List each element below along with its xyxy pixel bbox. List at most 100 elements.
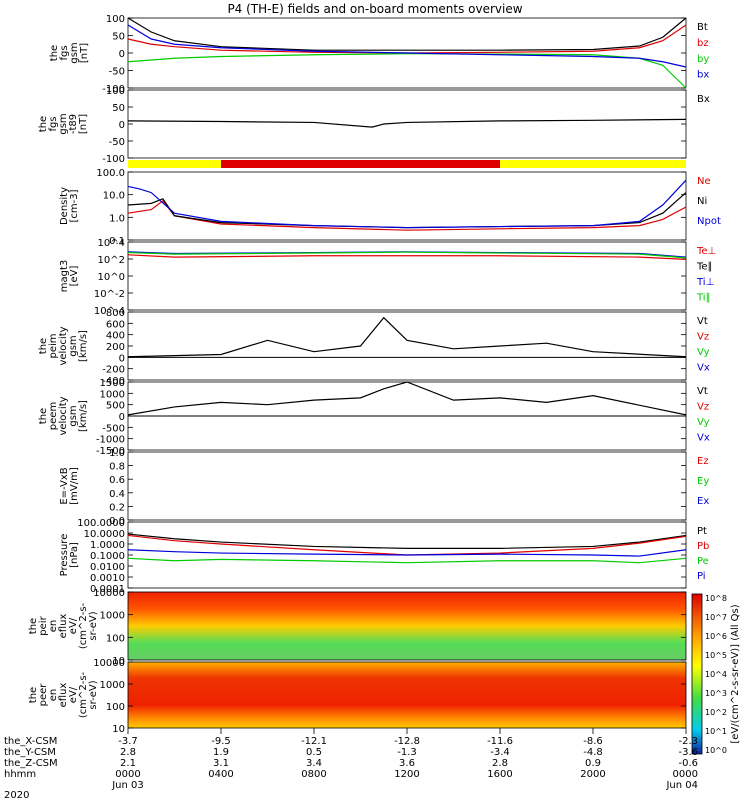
- y-tick-label: -100: [102, 84, 125, 95]
- colorbar-tick-label: 10^2: [705, 708, 727, 717]
- y-axis-label-line: sr-eV): [88, 611, 99, 640]
- legend-entry: Vy: [697, 417, 710, 428]
- y-axis-label-line: magt3: [59, 260, 70, 293]
- y-tick-label: 0.4: [109, 489, 125, 500]
- y-axis-label: Pressure [nPa]: [59, 534, 80, 577]
- panel-frame: [127, 171, 687, 241]
- series-line-Bt: [127, 17, 687, 51]
- colorbar-tick-label: 10^5: [705, 651, 727, 660]
- series-line-Npot: [127, 179, 687, 229]
- series-line-Te: [127, 254, 687, 260]
- y-tick-label: -1500: [96, 446, 125, 457]
- y-axis-label-line: en: [48, 620, 59, 633]
- colorbar-label: [eV/(cm^2-s-sr-eV)] (All Qs): [730, 604, 741, 743]
- footer-value: Jun 03: [111, 780, 144, 791]
- y-tick-label: 100: [106, 86, 125, 97]
- y-axis-label-line: eflux: [58, 614, 69, 639]
- y-tick-label: 10: [112, 724, 125, 735]
- colorbar-tick-label: 10^6: [705, 632, 727, 641]
- footer-value: -3.7: [118, 736, 138, 747]
- legend-entry: Vt: [697, 386, 708, 397]
- y-tick-label: 100: [106, 702, 125, 713]
- y-tick-label: 0.1000: [90, 551, 125, 562]
- y-axis-label: Density [cm-3]: [59, 187, 80, 225]
- panel-frame: [127, 89, 687, 159]
- y-tick-label: 10: [112, 656, 125, 667]
- y-axis-label-line: [nPa]: [69, 542, 80, 568]
- y-axis-label-line: the: [38, 338, 49, 354]
- panel-peer-eflux: 10000 1000 100 10 the peer en eflux eV/(cm^2-s-s…: [28, 658, 687, 735]
- y-tick-label: 10000: [93, 658, 125, 669]
- y-axis-label-line: peem: [48, 402, 59, 430]
- footer-value: Jun 04: [665, 780, 698, 791]
- y-axis-label-line: peer: [38, 683, 49, 707]
- y-tick-label: 0.6: [109, 475, 125, 486]
- legend-entry: Pe: [697, 556, 709, 567]
- y-tick-label: 600: [106, 319, 125, 330]
- footer-row-label: the_Y-CSM: [4, 747, 56, 758]
- footer-value: -8.6: [583, 736, 603, 747]
- y-axis-label-line: gsm: [68, 335, 79, 356]
- footer-value: 2000: [580, 769, 605, 780]
- y-axis-label: the peer en eflux eV/(cm^2-s-sr-eV): [28, 671, 99, 718]
- series-line-Pi: [127, 549, 687, 557]
- legend-entry: Te⊥: [696, 246, 716, 257]
- y-axis-label-line: velocity: [58, 396, 69, 435]
- y-tick-label: 800: [106, 308, 125, 319]
- y-axis-label-line: the: [28, 687, 39, 703]
- legend-entry: Vx: [697, 362, 710, 373]
- footer-value: 1200: [394, 769, 419, 780]
- y-tick-label: -500: [102, 423, 125, 434]
- y-tick-label: 500: [106, 401, 125, 412]
- y-tick-label: -50: [109, 137, 125, 148]
- panel-mode-bar: [128, 160, 686, 168]
- y-axis-label-line: peir: [38, 615, 49, 635]
- y-tick-label: 0: [119, 120, 125, 131]
- y-axis-label-line: sr-eV): [88, 680, 99, 709]
- footer-value: 0.9: [585, 758, 601, 769]
- panel-frame: [127, 591, 687, 661]
- y-axis-label: the peim velocity gsm [km/s]: [38, 326, 89, 365]
- y-axis-label-line: [eV]: [69, 266, 80, 287]
- footer-value: 3.6: [399, 758, 415, 769]
- y-axis-label-line: fgs: [59, 45, 70, 60]
- y-tick-label: 1.0: [109, 448, 125, 459]
- footer-value: 0800: [301, 769, 326, 780]
- legend-entry: Ex: [697, 496, 709, 507]
- y-tick-label: 200: [106, 342, 125, 353]
- mode-segment: [500, 160, 686, 168]
- y-tick-label: -200: [102, 365, 125, 376]
- y-tick-label: 400: [106, 331, 125, 342]
- footer-value: -11.6: [487, 736, 513, 747]
- y-axis-label-line: fgs: [48, 116, 59, 131]
- footer-value: -4.8: [583, 747, 603, 758]
- series-line-Vt: [127, 316, 687, 358]
- y-axis-label-line: [nT]: [79, 43, 90, 63]
- colorbar-tick-label: 10^0: [705, 746, 727, 755]
- legend-entry: Vt: [697, 316, 708, 327]
- mode-segment: [221, 160, 500, 168]
- y-axis-label-line: the: [38, 408, 49, 424]
- legend-entry: Te∥: [696, 261, 713, 272]
- footer-value: 1.9: [213, 747, 229, 758]
- y-axis-label-line: (cm^2-s-: [78, 602, 89, 649]
- y-axis-label-line: eV/: [68, 617, 79, 634]
- y-tick-label: 10^-4: [94, 306, 125, 317]
- colorbar-tick-label: 10^8: [705, 594, 727, 603]
- panel-frame: [127, 311, 687, 381]
- series-line-Pt: [127, 533, 687, 549]
- footer-value: -2.3: [678, 736, 698, 747]
- series-line-by: [127, 53, 687, 89]
- y-axis-label: magt3 [eV]: [59, 260, 80, 293]
- y-tick-label: -100: [102, 154, 125, 165]
- panel-density: 100.0 10.0 1.0 0.1 Density [cm-3] Ne Ni Npot: [59, 168, 721, 247]
- y-axis-label-line: eV/: [68, 686, 79, 703]
- y-axis-label-line: E=-VxB: [59, 467, 70, 504]
- y-axis-label-line: [mV/m]: [69, 467, 80, 505]
- legend-entry: Pt: [697, 526, 707, 537]
- y-tick-label: 1.0000: [90, 540, 125, 551]
